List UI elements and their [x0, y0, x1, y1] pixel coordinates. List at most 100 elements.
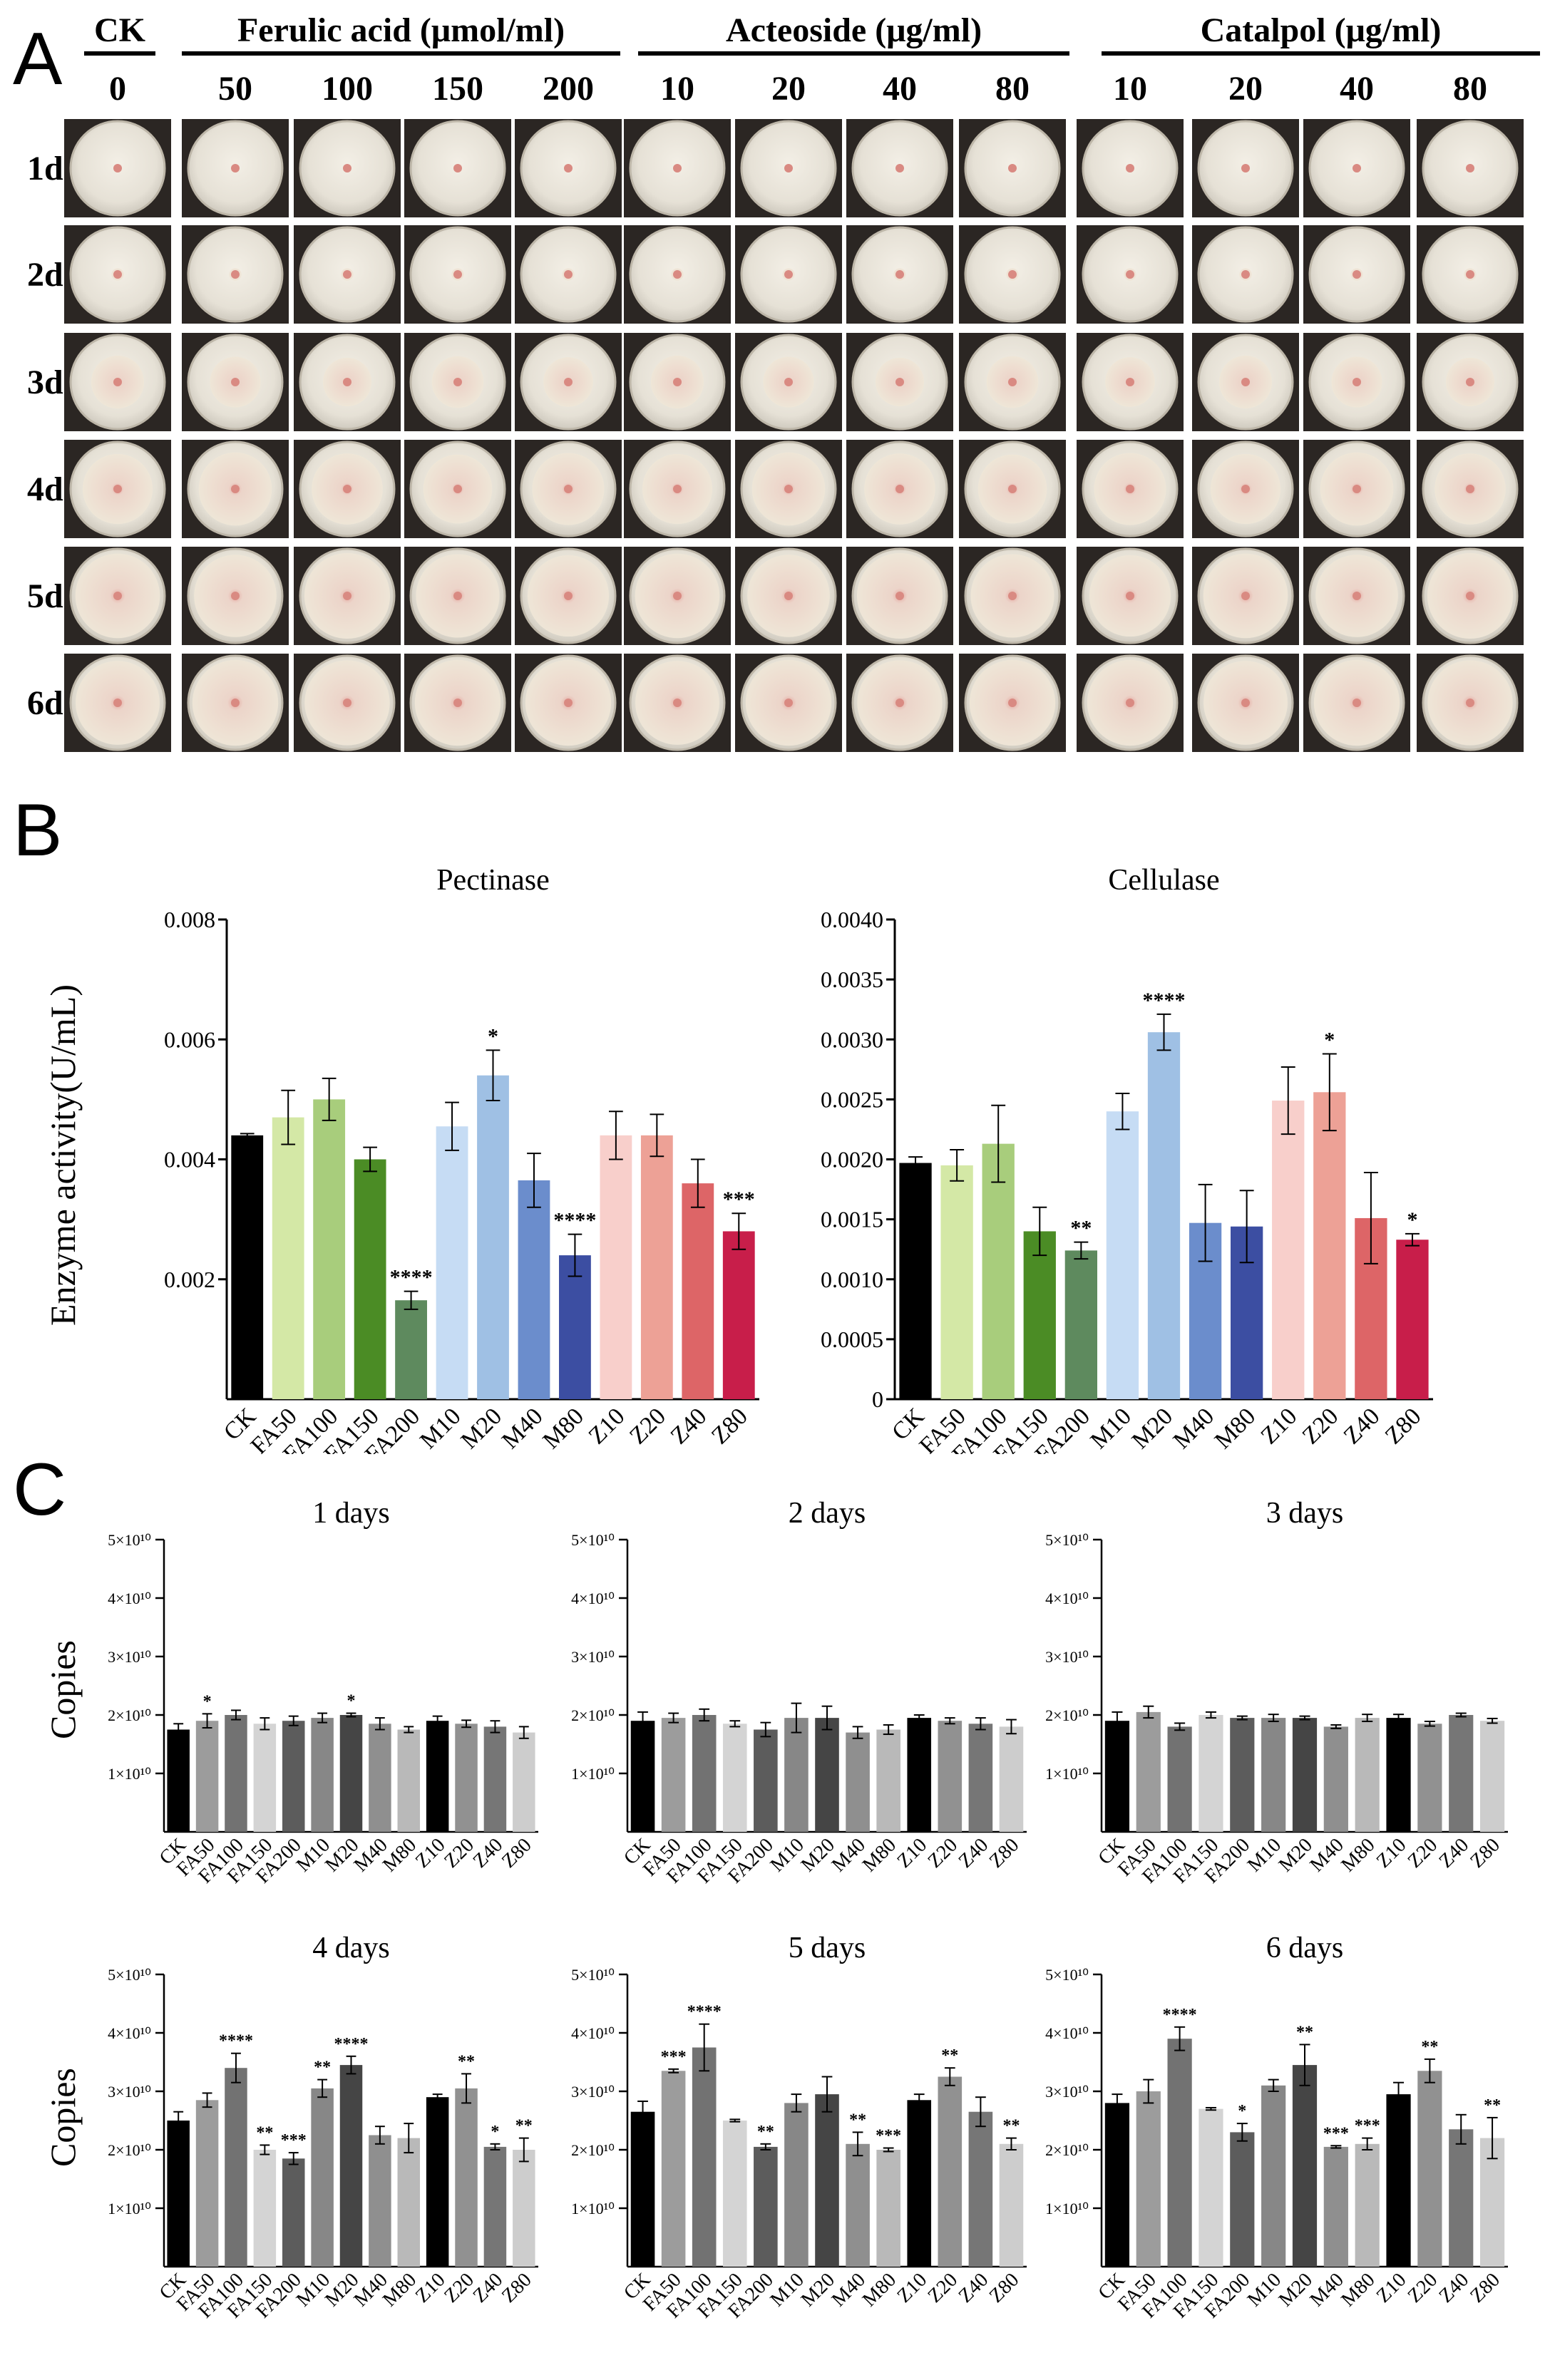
y-tick-label: 0.0010: [821, 1267, 883, 1292]
y-tick-label: 4×10¹⁰: [108, 1590, 151, 1607]
colony-plate-photo: [1303, 333, 1410, 431]
colony-plate-photo: [404, 440, 511, 538]
category-label: Z20: [1404, 2269, 1442, 2307]
bar-CK: [630, 1721, 655, 1832]
chart-title: 4 days: [312, 1932, 390, 1964]
significance-marker: *: [1324, 1028, 1335, 1051]
bar-M10: [784, 1718, 809, 1832]
colony-plate-photo: [515, 119, 622, 217]
bar-M20: [1292, 2065, 1318, 2267]
category-label: Z40: [1339, 1403, 1385, 1449]
bar-M10: [1106, 1111, 1139, 1399]
colony-grid: A CK 0 Ferulic acid (μmol/ml) 50 100 150 200 Ac…: [13, 11, 1540, 752]
bar-M20: [339, 2065, 363, 2267]
colony-plate-photo: [1192, 225, 1299, 324]
significance-marker: *: [491, 2123, 499, 2141]
bar-M80: [1355, 1718, 1380, 1832]
colony-plate-photo: [294, 333, 401, 431]
category-label: Z10: [1372, 2269, 1411, 2307]
concentration-label: 40: [1340, 70, 1374, 108]
y-tick-label: 4×10¹⁰: [1045, 1590, 1089, 1607]
bar-FA200: [754, 2146, 778, 2267]
colony-plate-photo: [1303, 440, 1410, 538]
bar-FA50: [661, 2071, 686, 2267]
bar-FA150: [1023, 1231, 1056, 1399]
concentration-label: 10: [660, 70, 694, 108]
significance-marker: **: [314, 2059, 331, 2077]
bar-Z40: [483, 2146, 507, 2267]
bar-FA100: [225, 1715, 247, 1832]
day6-chart: 6 days1×10¹⁰2×10¹⁰3×10¹⁰4×10¹⁰5×10¹⁰CKFA…: [1045, 1932, 1508, 2322]
concentration-label: 150: [432, 70, 483, 108]
bar-M80: [397, 2138, 421, 2267]
bar-FA50: [195, 2100, 219, 2267]
bar-FA150: [354, 1159, 386, 1399]
panel-b-label: B: [13, 791, 62, 872]
colony-plate-photo: [1192, 547, 1299, 645]
day-label: 1d: [27, 150, 63, 187]
colony-plate-photo: [404, 333, 511, 431]
colony-plate-photo: [846, 654, 953, 752]
significance-marker: **: [757, 2123, 774, 2141]
colony-plate-photo: [735, 119, 842, 217]
bar-M80: [559, 1255, 591, 1399]
colony-plate-photo: [182, 547, 289, 645]
copies-ylabel-bottom: Copies: [43, 2068, 83, 2167]
colony-plate-photo: [404, 225, 511, 324]
colony-plate-photo: [515, 547, 622, 645]
significance-marker: ****: [553, 1209, 596, 1232]
concentration-label: 0: [109, 70, 126, 108]
significance-marker: **: [941, 2046, 958, 2065]
bar-M20: [339, 1715, 363, 1832]
significance-marker: *: [347, 1692, 356, 1711]
bar-FA200: [754, 1729, 778, 1832]
bar-FA100: [1167, 1726, 1192, 1832]
significance-marker: **: [1070, 1217, 1092, 1240]
colony-plate-photo: [1077, 119, 1184, 217]
bar-M40: [1323, 2146, 1348, 2267]
bar-FA50: [1136, 2091, 1161, 2267]
colony-plate-photo: [1303, 654, 1410, 752]
day-label: 4d: [27, 470, 63, 508]
significance-marker: *: [1238, 2102, 1246, 2121]
bar-FA150: [722, 2121, 747, 2267]
colony-plate-photo: [515, 654, 622, 752]
colony-plate-photo: [1077, 225, 1184, 324]
colony-plate-photo: [1192, 119, 1299, 217]
chart-title: 2 days: [789, 1497, 866, 1530]
bar-M80: [876, 2150, 900, 2267]
y-tick-label: 1×10¹⁰: [571, 2200, 615, 2217]
group-title: Acteoside (μg/ml): [726, 11, 982, 49]
bar-Z20: [1417, 1724, 1442, 1832]
y-tick-label: 0.0025: [821, 1086, 883, 1112]
colony-plate-photo: [64, 440, 171, 538]
bar-CK: [167, 1729, 190, 1832]
bar-M10: [784, 2103, 809, 2267]
colony-plate-photo: [1417, 440, 1524, 538]
bar-CK: [1104, 2103, 1130, 2267]
bar-Z80: [1479, 1721, 1505, 1832]
bar-Z20: [1417, 2071, 1442, 2267]
group-title: CK: [94, 11, 145, 49]
colony-plate-photo: [182, 440, 289, 538]
y-tick-label: 3×10¹⁰: [1045, 2083, 1089, 2101]
bar-FA100: [225, 2068, 247, 2267]
bar-M40: [369, 2135, 391, 2267]
y-tick-label: 1×10¹⁰: [1045, 1765, 1089, 1783]
colony-plate-photo: [1077, 654, 1184, 752]
colony-plate-photo: [735, 440, 842, 538]
bar-Z20: [455, 1724, 478, 1832]
day-label: 3d: [27, 364, 63, 401]
colony-plate-photo: [515, 333, 622, 431]
colony-plate-photo: [735, 654, 842, 752]
concentration-label: 100: [322, 70, 373, 108]
bar-Z80: [999, 1726, 1024, 1832]
bar-M20: [477, 1075, 509, 1399]
colony-plate-photo: [294, 225, 401, 324]
category-label: Z80: [1466, 2269, 1504, 2307]
bar-Z80: [513, 2150, 535, 2267]
bar-M20: [1292, 1718, 1318, 1832]
y-tick-label: 0.0035: [821, 967, 883, 992]
significance-marker: *: [488, 1024, 498, 1048]
colony-plate-photo: [959, 547, 1066, 645]
